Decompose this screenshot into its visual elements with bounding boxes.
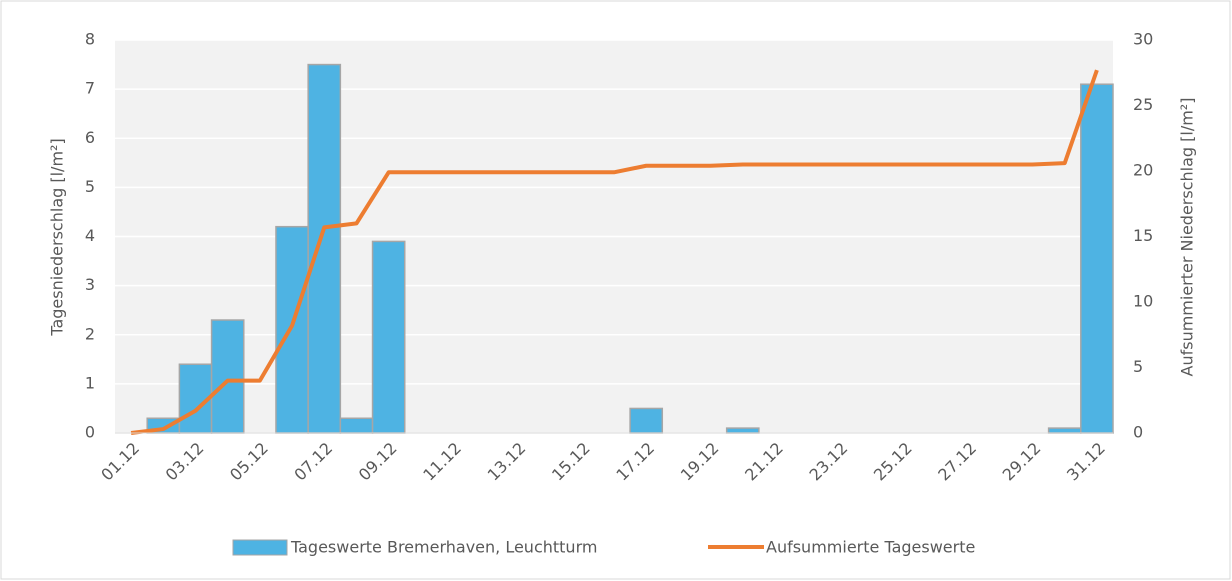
bar [307, 63, 342, 434]
y-tick-label: 0 [85, 423, 95, 442]
bar [1047, 427, 1082, 434]
legend-label: Aufsummierte Tageswerte [766, 538, 975, 557]
legend-swatch [232, 539, 288, 556]
y-tick-label: 1 [85, 373, 95, 392]
bar [339, 417, 374, 434]
y2-tick-label: 25 [1133, 95, 1153, 114]
bar [210, 319, 245, 434]
line [130, 69, 1099, 435]
y2-tick-label: 10 [1133, 292, 1153, 311]
bar [275, 225, 309, 434]
y-axis-title: Tagesniederschlag [l/m²] [48, 138, 67, 336]
y2-tick-label: 5 [1133, 357, 1143, 376]
y-tick-label: 5 [85, 177, 95, 196]
y-tick-label: 7 [85, 79, 95, 98]
legend-label: Tageswerte Bremerhaven, Leuchtturm [290, 538, 597, 557]
bar [371, 240, 406, 434]
y2-tick-label: 0 [1133, 423, 1143, 442]
y-tick-label: 6 [85, 128, 95, 147]
y2-axis-title: Aufsummierter Niederschlag [l/m²] [1178, 98, 1197, 377]
bar [725, 427, 760, 434]
y2-tick-label: 20 [1133, 161, 1153, 180]
y2-tick-label: 15 [1133, 226, 1153, 245]
bar [1080, 83, 1114, 434]
y2-tick-label: 30 [1133, 30, 1153, 49]
y-tick-label: 8 [85, 30, 95, 49]
bar [629, 407, 664, 434]
y-tick-label: 2 [85, 324, 95, 343]
y-tick-label: 4 [85, 226, 95, 245]
y-tick-label: 3 [85, 275, 95, 294]
